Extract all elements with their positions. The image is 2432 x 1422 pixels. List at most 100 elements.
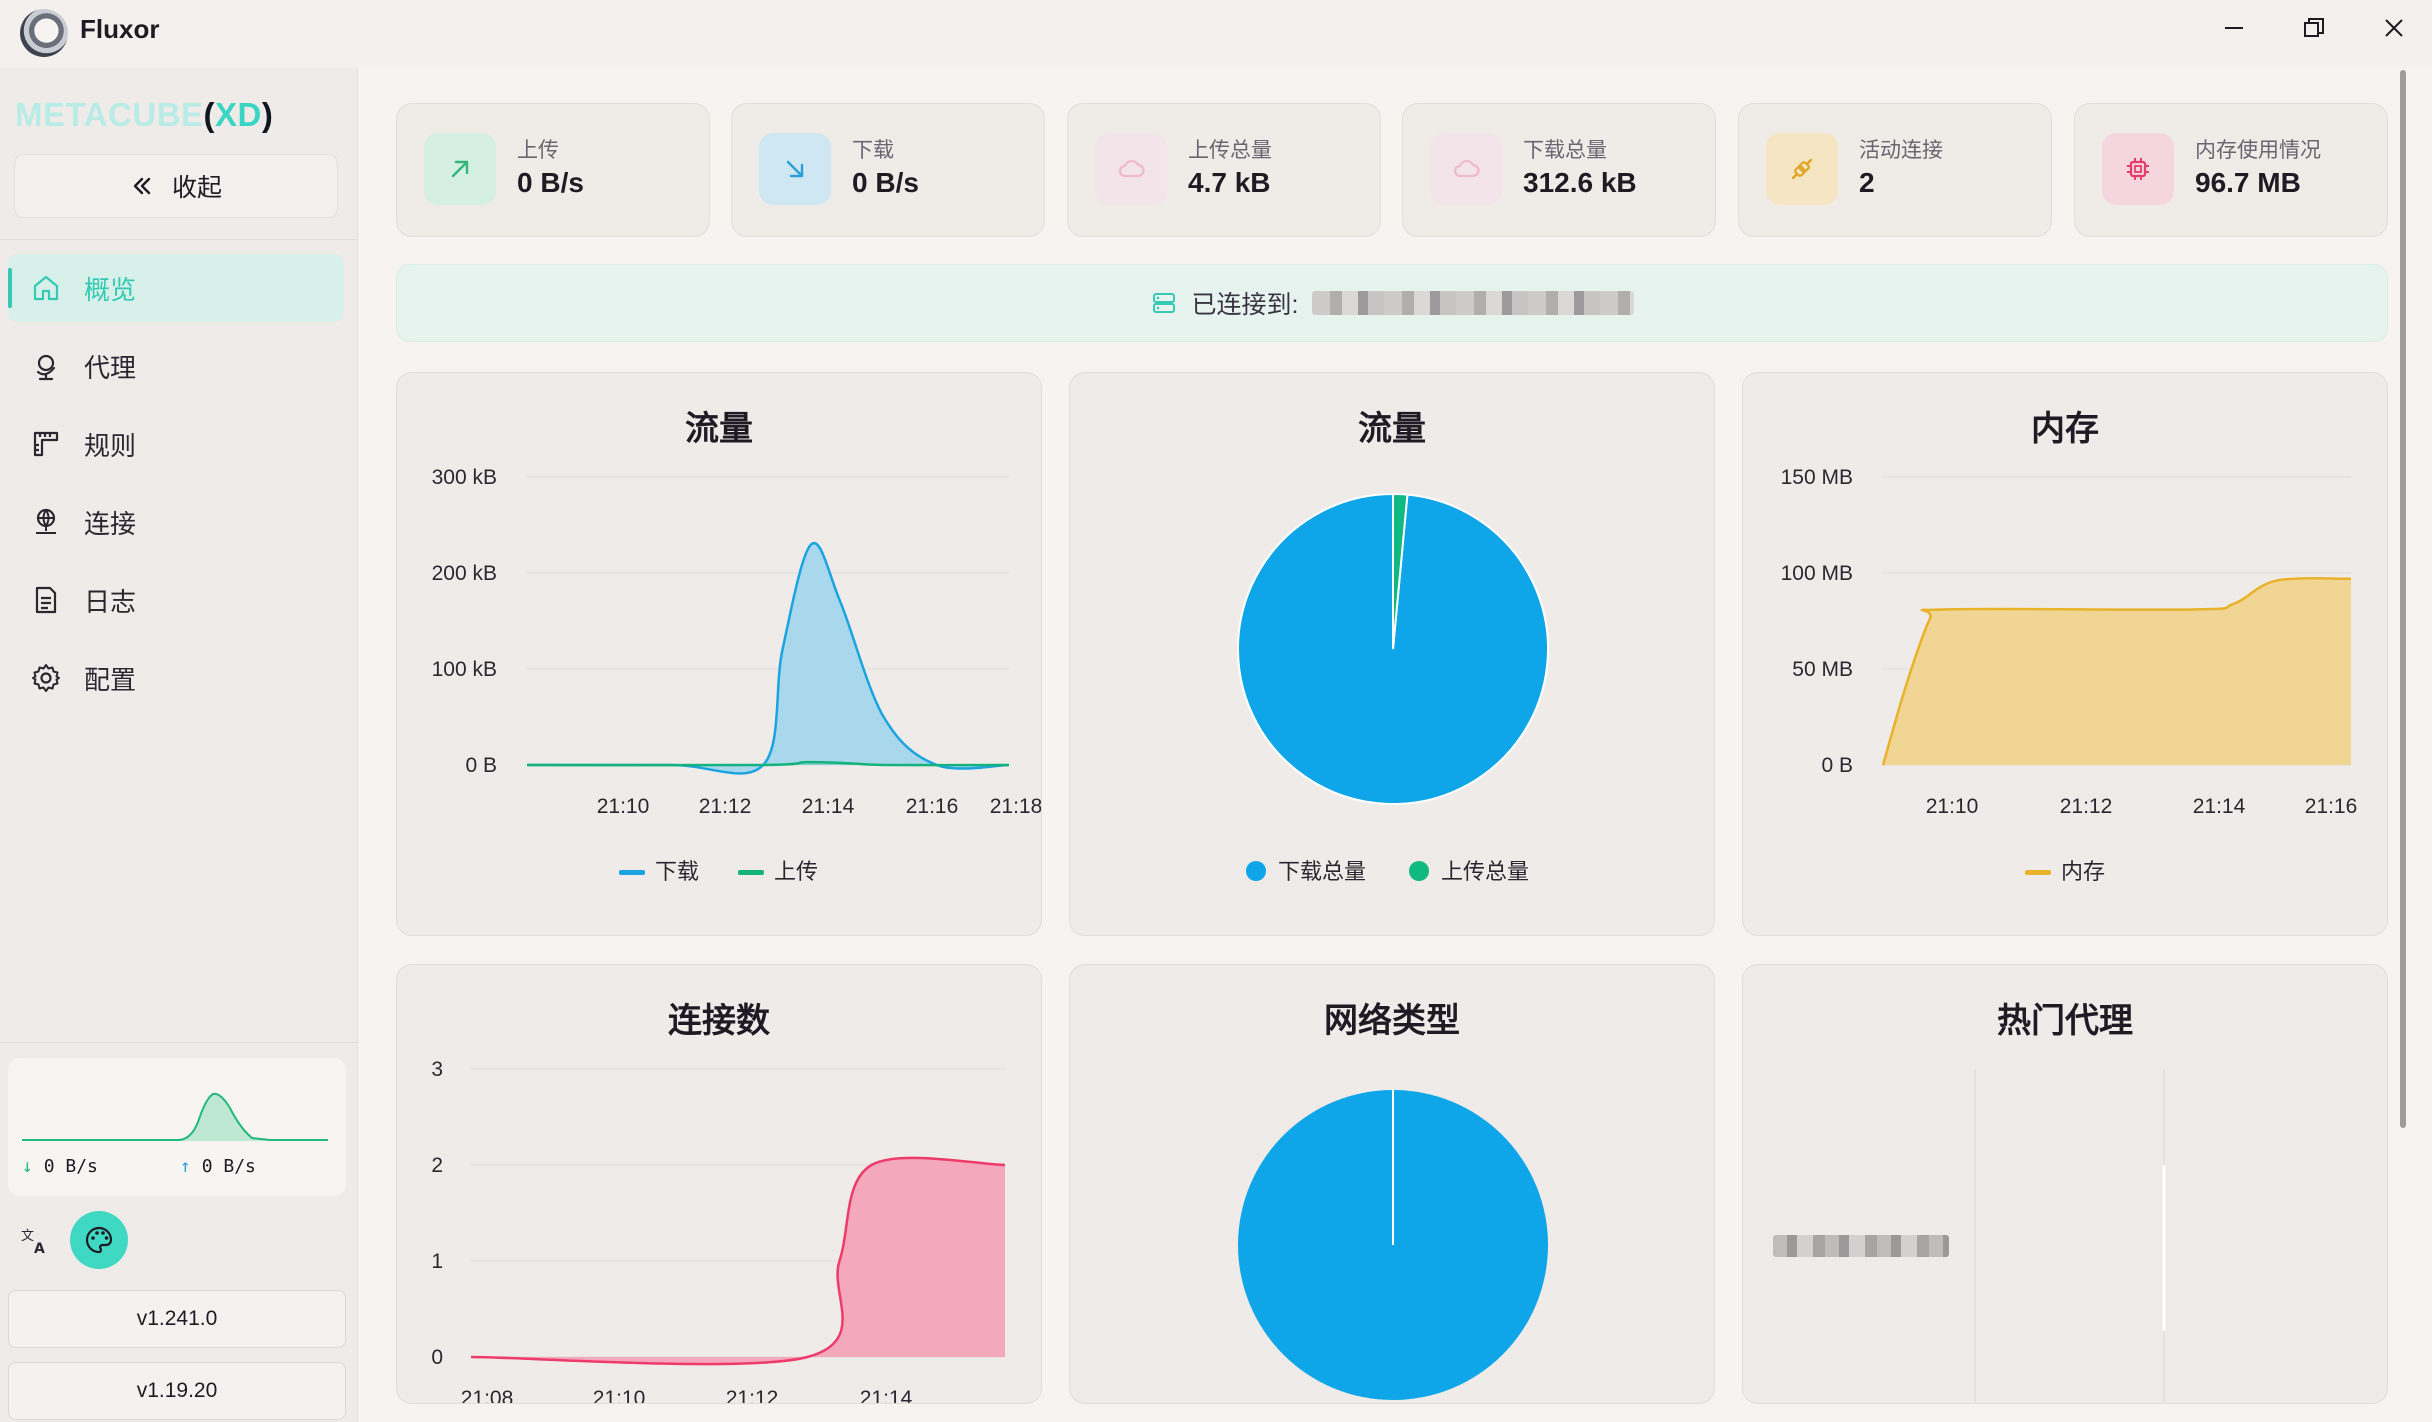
sidebar-item-label: 概览 bbox=[84, 274, 137, 305]
sidebar-item-label: 配置 bbox=[84, 664, 137, 695]
stat-label: 上传 bbox=[517, 139, 559, 162]
y-tick-label: 100 kB bbox=[432, 658, 497, 681]
connections-panel: 连接数 3 2 1 0 21:08 21:10 21:12 21:14 bbox=[396, 964, 1042, 1404]
x-tick-label: 21:12 bbox=[699, 795, 752, 818]
connection-label: 已连接到: bbox=[1191, 291, 1299, 319]
sidebar-item-label: 规则 bbox=[84, 430, 137, 461]
series-line bbox=[1881, 577, 2352, 766]
series-line bbox=[470, 1156, 1006, 1366]
y-tick-label: 150 MB bbox=[1781, 466, 1853, 489]
sidebar-item-settings[interactable]: 配置 bbox=[8, 644, 344, 712]
cpu-icon bbox=[2127, 158, 2149, 180]
main-scrollbar[interactable] bbox=[2400, 70, 2406, 1128]
sidebar-item-label: 日志 bbox=[84, 586, 137, 617]
globe-stand-icon bbox=[36, 354, 56, 381]
sidebar-item-rules[interactable]: 规则 bbox=[8, 410, 344, 478]
brand-logo: METACUBE(XD) bbox=[15, 96, 274, 133]
divider bbox=[0, 1042, 358, 1043]
x-tick-label: 21:12 bbox=[726, 1387, 779, 1404]
stat-label: 下载 bbox=[852, 139, 894, 162]
connections-line-chart: 3 2 1 0 21:08 21:10 21:12 21:14 bbox=[431, 1058, 1006, 1404]
series-line bbox=[527, 541, 1010, 775]
stat-icon-download-total bbox=[1430, 133, 1502, 205]
palette-icon bbox=[85, 1226, 113, 1254]
legend-label: 内存 bbox=[2061, 859, 2105, 884]
top-proxy-panel: 热门代理 bbox=[1742, 964, 2388, 1404]
panel-title: 流量 bbox=[685, 410, 753, 448]
legend-label: 上传总量 bbox=[1441, 859, 1529, 884]
sidebar-item-logs[interactable]: 日志 bbox=[8, 566, 344, 634]
stat-value: 2 bbox=[1859, 167, 1875, 198]
app-version-button[interactable]: v1.19.20 bbox=[8, 1362, 346, 1420]
y-tick-label: 2 bbox=[431, 1154, 443, 1177]
stat-icon-memory bbox=[2102, 133, 2174, 205]
arrow-down-right-icon bbox=[786, 160, 804, 178]
connection-status-banner: 已连接到: bbox=[396, 264, 2388, 342]
top-proxy-bar-chart bbox=[1974, 1069, 2166, 1403]
server-icon bbox=[1152, 293, 1175, 313]
gear-icon bbox=[32, 664, 60, 692]
legend-swatch bbox=[619, 870, 645, 875]
stat-card-memory: 内存使用情况 96.7 MB bbox=[2074, 103, 2388, 237]
traffic-line-panel: 流量 300 kB 200 kB 100 kB 0 B 21:10 21:12 21:14 2… bbox=[396, 372, 1042, 936]
svg-text:A: A bbox=[34, 1241, 45, 1256]
translate-icon[interactable]: 文 A bbox=[20, 1226, 50, 1256]
stat-icon-upload-total bbox=[1095, 133, 1167, 205]
redacted-proxy-name bbox=[1773, 1235, 1949, 1257]
network-type-pie-chart bbox=[1238, 1090, 1548, 1400]
collapse-sidebar-button[interactable]: 收起 bbox=[14, 154, 338, 218]
divider bbox=[0, 239, 358, 240]
series-area bbox=[527, 543, 1009, 774]
x-tick-label: 21:16 bbox=[2305, 795, 2358, 818]
series-area bbox=[1883, 578, 2351, 765]
legend-label: 下载总量 bbox=[1278, 859, 1366, 884]
cloud-icon bbox=[1453, 159, 1480, 178]
legend-swatch bbox=[1246, 861, 1266, 881]
network-globe-icon bbox=[36, 508, 56, 534]
stat-label: 下载总量 bbox=[1523, 139, 1607, 162]
x-tick-label: 21:16 bbox=[906, 795, 959, 818]
memory-line-chart: 150 MB 100 MB 50 MB 0 B 21:10 21:12 21:14 21:16… bbox=[1781, 466, 2358, 884]
stat-label: 活动连接 bbox=[1859, 139, 1943, 162]
double-chevron-left-icon bbox=[133, 177, 151, 195]
series-area bbox=[471, 1157, 1005, 1365]
y-tick-label: 0 bbox=[431, 1346, 443, 1369]
restore-icon bbox=[2304, 18, 2324, 37]
close-button[interactable] bbox=[2354, 0, 2432, 56]
minimize-icon bbox=[2225, 27, 2243, 29]
stat-icon-download bbox=[759, 133, 831, 205]
home-icon bbox=[33, 275, 59, 301]
sidebar-item-overview[interactable]: 概览 bbox=[8, 254, 344, 322]
x-tick-label: 21:10 bbox=[1926, 795, 1979, 818]
collapse-label: 收起 bbox=[171, 174, 222, 202]
stat-value: 312.6 kB bbox=[1523, 167, 1637, 198]
stat-value: 4.7 kB bbox=[1188, 167, 1271, 198]
series-line bbox=[526, 760, 1010, 767]
core-version-button[interactable]: v1.241.0 bbox=[8, 1290, 346, 1348]
y-tick-label: 0 B bbox=[465, 754, 497, 777]
arrow-up-right-icon bbox=[451, 160, 469, 178]
app-title: Fluxor bbox=[80, 14, 160, 44]
ruler-icon bbox=[33, 431, 59, 457]
panel-title: 内存 bbox=[2031, 410, 2099, 448]
link-icon bbox=[1791, 158, 1813, 180]
x-tick-label: 21:14 bbox=[802, 795, 855, 818]
cloud-icon bbox=[1118, 159, 1145, 178]
sidebar-item-label: 代理 bbox=[84, 352, 137, 383]
stat-value: 0 B/s bbox=[517, 167, 584, 198]
pie-slice bbox=[1392, 492, 1409, 650]
stat-value: 0 B/s bbox=[852, 167, 919, 198]
x-tick-label: 21:10 bbox=[593, 1387, 646, 1404]
minimize-button[interactable] bbox=[2194, 0, 2274, 56]
maximize-button[interactable] bbox=[2274, 0, 2354, 56]
sidebar-item-proxies[interactable]: 代理 bbox=[8, 332, 344, 400]
theme-palette-button[interactable] bbox=[70, 1211, 128, 1269]
network-type-panel: 网络类型 bbox=[1069, 964, 1715, 1404]
sidebar-item-connections[interactable]: 连接 bbox=[8, 488, 344, 556]
stat-card-download-total: 下载总量 312.6 kB bbox=[1402, 103, 1716, 237]
stat-label: 上传总量 bbox=[1188, 139, 1272, 162]
x-tick-label: 21:18 bbox=[990, 795, 1042, 818]
traffic-line-chart: 300 kB 200 kB 100 kB 0 B 21:10 21:12 21:14 21:1… bbox=[432, 466, 1042, 884]
y-tick-label: 200 kB bbox=[432, 562, 497, 585]
log-file-icon bbox=[35, 586, 57, 614]
